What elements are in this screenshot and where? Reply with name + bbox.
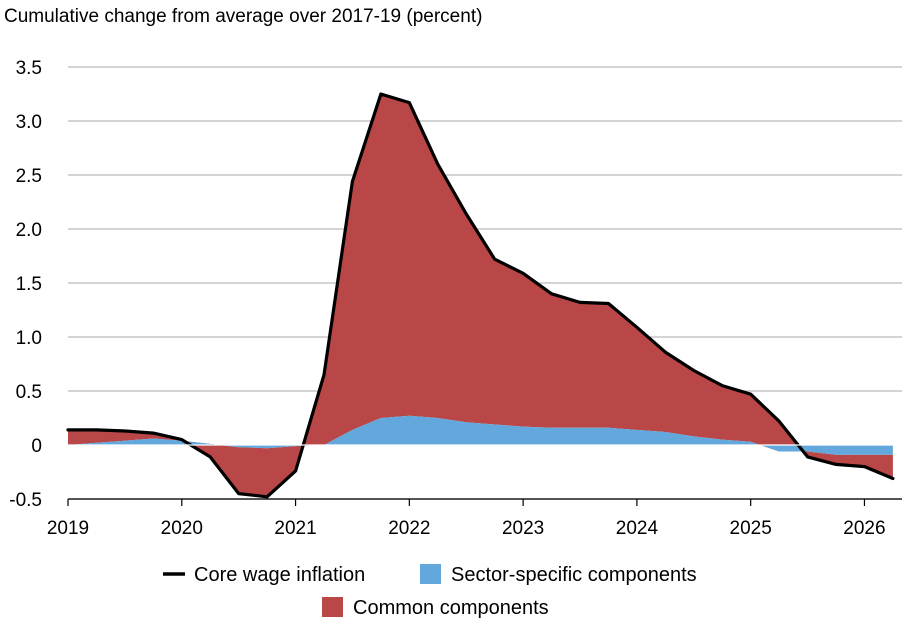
y-tick-label: 2.5 bbox=[16, 166, 42, 187]
legend: Core wage inflation Sector-specific compo… bbox=[163, 564, 697, 619]
y-tick-label: 1.0 bbox=[16, 328, 42, 349]
legend-label: Sector-specific components bbox=[451, 564, 697, 586]
plot-areas bbox=[68, 94, 893, 497]
y-tick-label: 2.0 bbox=[16, 220, 42, 241]
x-tick-label: 2026 bbox=[843, 518, 885, 539]
chart-title: Cumulative change from average over 2017… bbox=[4, 6, 483, 27]
legend-label: Core wage inflation bbox=[194, 564, 365, 586]
x-tick-label: 2024 bbox=[616, 518, 659, 539]
legend-label: Common components bbox=[353, 597, 549, 619]
y-tick-label: 0 bbox=[31, 436, 42, 457]
x-tick-label: 2025 bbox=[730, 518, 772, 539]
x-tick-label: 2020 bbox=[161, 518, 203, 539]
x-tick-label: 2022 bbox=[388, 518, 430, 539]
y-tick-label: 1.5 bbox=[16, 274, 42, 295]
y-tick-label: 3.0 bbox=[16, 112, 42, 133]
x-tick-label: 2021 bbox=[274, 518, 316, 539]
area-common-components bbox=[68, 94, 893, 497]
line-core-wage-inflation bbox=[66, 92, 895, 499]
x-tick-label: 2019 bbox=[47, 518, 89, 539]
legend-swatch-box bbox=[322, 597, 343, 617]
plot-lines bbox=[66, 92, 895, 499]
y-tick-label: 3.5 bbox=[16, 58, 42, 79]
y-tick-label: 0.5 bbox=[16, 382, 42, 403]
x-tick-label: 2023 bbox=[502, 518, 544, 539]
y-tick-label: -0.5 bbox=[9, 490, 42, 511]
legend-swatch-box bbox=[420, 564, 441, 584]
